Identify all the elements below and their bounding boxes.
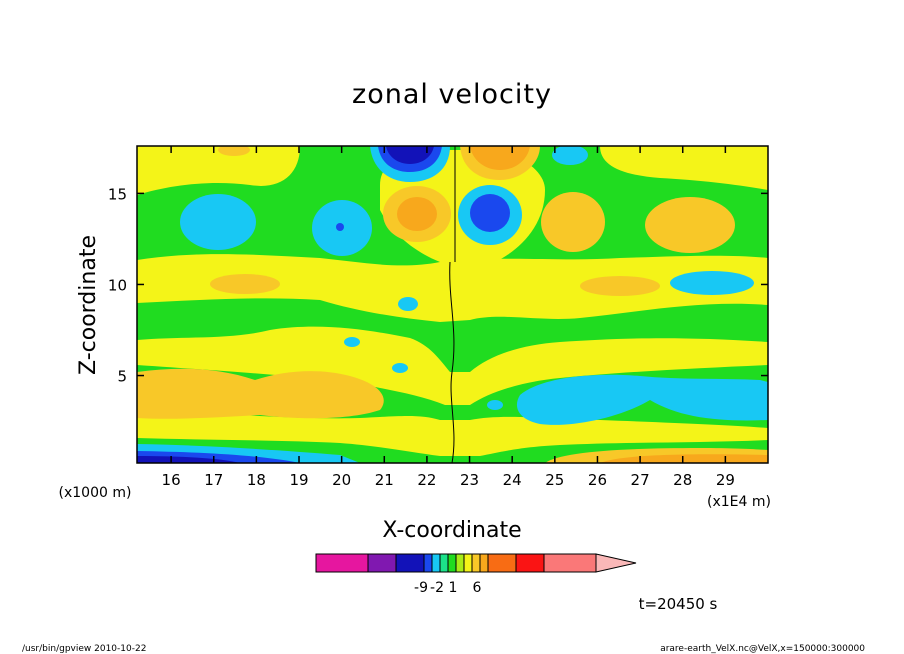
band-yellow-left-top bbox=[137, 146, 300, 195]
band-cyan-top-right bbox=[552, 146, 588, 165]
time-label: t=20450 s bbox=[639, 595, 718, 613]
band-yellow-mid bbox=[137, 326, 768, 405]
colorbar-extend-arrow bbox=[595, 553, 637, 573]
band-orange-top-core bbox=[470, 146, 530, 170]
x-tick-label: 28 bbox=[673, 471, 692, 489]
x-tick-label: 17 bbox=[204, 471, 223, 489]
band-orange-right bbox=[541, 192, 605, 252]
band-cyan-left bbox=[180, 194, 256, 250]
footer-left: /usr/bin/gpview 2010-10-22 bbox=[22, 644, 146, 654]
colorbar-segment bbox=[487, 553, 517, 573]
contour-field bbox=[137, 146, 768, 463]
x-tick-label: 16 bbox=[162, 471, 181, 489]
band-orange-lower-left bbox=[137, 368, 384, 419]
colorbar-segment bbox=[463, 553, 473, 573]
colorbar-segment bbox=[471, 553, 481, 573]
colorbar-label: 1 bbox=[449, 580, 458, 596]
colorbar-segment bbox=[423, 553, 433, 573]
x-tick-label: 22 bbox=[417, 471, 436, 489]
band-yellow-lower bbox=[137, 410, 768, 456]
colorbar-segment bbox=[543, 553, 597, 573]
x-tick-label: 26 bbox=[588, 471, 607, 489]
chart-title: zonal velocity bbox=[352, 79, 552, 110]
band-yellow-right-top bbox=[600, 146, 768, 190]
colorbar-segment bbox=[447, 553, 457, 573]
x-axis: 16 17 18 19 20 21 22 23 24 25 26 27 28 29 bbox=[162, 146, 735, 489]
band-cyan-small-c bbox=[392, 363, 408, 373]
x-unit-right: (x1E4 m) bbox=[707, 494, 771, 510]
band-blue-small-e bbox=[336, 223, 344, 231]
y-axis-label: Z-coordinate bbox=[76, 235, 101, 375]
colorbar-segment bbox=[479, 553, 489, 573]
band-cyan-small-b bbox=[344, 337, 360, 347]
colorbar: -9 -2 1 6 bbox=[315, 553, 637, 596]
zero-contour bbox=[449, 261, 455, 463]
x-tick-label: 27 bbox=[631, 471, 650, 489]
colorbar-label: -2 bbox=[430, 580, 444, 596]
colorbar-label: 6 bbox=[473, 580, 482, 596]
band-orange-top-left bbox=[218, 146, 250, 156]
band-orange-mid-left bbox=[210, 274, 280, 294]
plot-frame bbox=[136, 145, 769, 464]
y-tick-label: 10 bbox=[108, 276, 127, 294]
band-yellow-upper bbox=[137, 254, 768, 322]
colorbar-segment bbox=[315, 553, 369, 573]
band-cyan-center-right-core bbox=[470, 194, 510, 232]
colorbar-segment bbox=[455, 553, 465, 573]
colorbar-label: -9 bbox=[414, 580, 428, 596]
band-orange-center-left-core bbox=[397, 197, 437, 231]
y-axis: 5 10 15 bbox=[108, 185, 768, 386]
footer-right: arare-earth_VelX.nc@VelX,x=150000:300000 bbox=[660, 644, 865, 654]
x-tick-label: 29 bbox=[716, 471, 735, 489]
band-navy-top-center bbox=[386, 146, 434, 164]
x-tick-label: 19 bbox=[289, 471, 308, 489]
band-cyan-small-a bbox=[398, 297, 418, 311]
x-unit-left: (x1000 m) bbox=[59, 485, 132, 501]
band-orange-mid-right bbox=[580, 276, 660, 296]
y-tick-label: 15 bbox=[108, 185, 127, 203]
band-cyan-mid-right bbox=[670, 271, 754, 295]
colorbar-segment bbox=[431, 553, 441, 573]
x-tick-label: 24 bbox=[503, 471, 522, 489]
colorbar-segment bbox=[367, 553, 397, 573]
x-axis-label: X-coordinate bbox=[382, 518, 521, 543]
band-cyan-lower-right bbox=[516, 374, 768, 425]
y-tick-label: 5 bbox=[117, 368, 127, 386]
x-tick-label: 18 bbox=[247, 471, 266, 489]
x-tick-label: 25 bbox=[545, 471, 564, 489]
x-tick-label: 23 bbox=[460, 471, 479, 489]
band-orange-far-right bbox=[645, 197, 735, 253]
colorbar-segment bbox=[439, 553, 449, 573]
colorbar-segment bbox=[515, 553, 545, 573]
contour-lines bbox=[449, 146, 456, 463]
x-tick-label: 21 bbox=[375, 471, 394, 489]
colorbar-segment bbox=[395, 553, 425, 573]
band-cyan-small-d bbox=[487, 400, 503, 410]
x-tick-label: 20 bbox=[332, 471, 351, 489]
